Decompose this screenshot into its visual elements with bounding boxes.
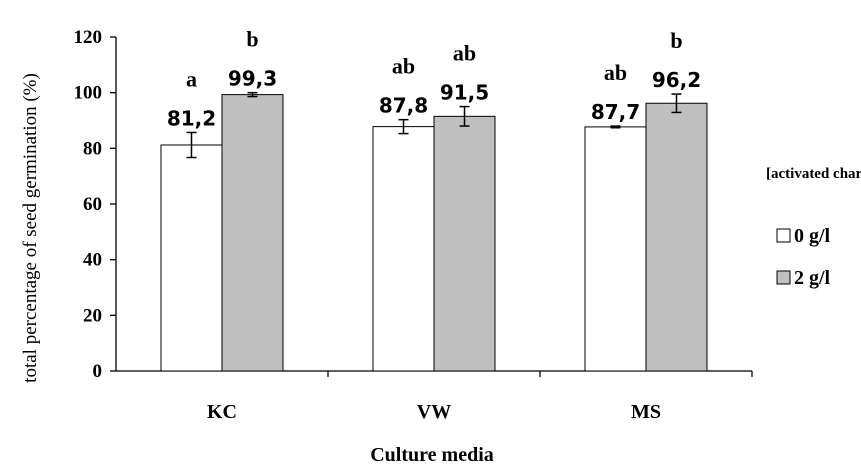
y-tick-label: 100 [74,83,103,104]
error-bars [186,91,682,159]
bar [372,126,435,372]
significance-label: ab [604,60,627,85]
bar [584,126,647,372]
significance-label: ab [392,54,415,79]
value-label: 96,2 [652,68,701,92]
y-tick-label: 0 [93,361,103,382]
y-ticks: 0 20 40 60 80 100 120 [74,27,116,382]
value-label: 81,2 [167,106,216,130]
bar [160,144,223,372]
bars [160,94,708,372]
y-tick-label: 120 [74,27,103,48]
y-tick-label: 40 [83,250,102,271]
x-tick-label: KC [207,401,237,423]
x-ticks: KC VW MS [207,371,753,423]
x-tick-label: MS [631,401,661,423]
significance-label: a [186,66,197,91]
value-label: 99,3 [228,67,277,91]
value-label: 87,8 [379,94,428,118]
significance-label: ab [453,41,476,66]
bar [221,94,284,372]
data-labels: 81,2 a 99,3 b 87,8 ab 91,5 ab 87,7 ab 96,2 b [167,27,701,131]
y-tick-label: 20 [83,305,102,326]
value-label: 87,7 [591,100,640,124]
bar [433,115,496,372]
significance-label: b [670,28,682,53]
y-tick-label: 80 [83,138,102,159]
y-axis-label: total percentage of seed germination (%) [20,73,41,383]
bar [645,102,708,372]
x-tick-label: VW [417,401,451,423]
value-label: 91,5 [440,81,489,105]
legend: [activated charcoal] 0 g/l 2 g/l [766,166,861,289]
significance-label: b [246,27,258,52]
y-tick-label: 60 [83,194,102,215]
legend-title: [activated charcoal] [766,166,861,182]
legend-label-2gl: 2 g/l [794,267,831,289]
legend-swatch-2gl [776,270,791,285]
legend-swatch-0gl [776,228,791,243]
legend-label-0gl: 0 g/l [794,225,831,247]
x-axis-label: Culture media [370,444,494,466]
